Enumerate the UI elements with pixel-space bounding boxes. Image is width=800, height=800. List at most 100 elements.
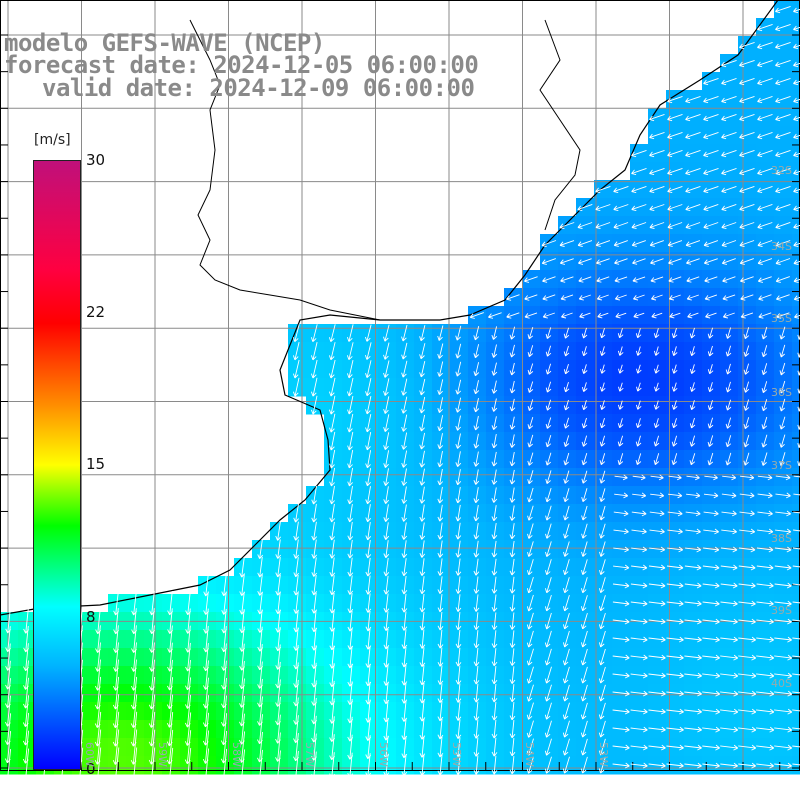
wind-arrow — [725, 345, 732, 357]
wind-arrow — [649, 185, 665, 194]
wind-arrow — [419, 736, 426, 758]
wind-arrow — [455, 325, 462, 341]
wind-arrow — [792, 727, 800, 730]
wind-arrow — [775, 221, 791, 230]
wind-arrow — [774, 618, 792, 625]
wind-arrow — [774, 726, 793, 733]
wind-arrow — [793, 79, 800, 86]
colorbar-tick-8: 8 — [86, 608, 96, 626]
wind-arrow — [347, 431, 354, 451]
wind-arrow — [455, 522, 462, 540]
wind-arrow — [793, 241, 800, 248]
wind-arrow — [775, 23, 791, 32]
wind-arrow — [365, 575, 372, 595]
wind-arrow — [293, 750, 299, 780]
wind-arrow — [347, 575, 354, 595]
wind-arrow — [563, 488, 570, 503]
wind-arrow — [631, 204, 647, 212]
wind-arrow — [509, 505, 516, 521]
wind-arrow — [613, 185, 629, 194]
wind-arrow — [310, 359, 318, 379]
wind-arrow — [506, 294, 520, 301]
lat-label: 38S — [771, 532, 792, 545]
wind-arrow — [648, 672, 666, 679]
lat-label: 39S — [771, 604, 792, 617]
wind-arrow — [648, 600, 666, 607]
wind-arrow — [383, 557, 390, 577]
wind-arrow — [509, 380, 516, 394]
wind-arrow — [401, 378, 408, 396]
wind-arrow — [667, 95, 683, 104]
wind-arrow — [599, 364, 606, 374]
wind-arrow — [598, 702, 606, 720]
lon-label: 54W — [523, 742, 536, 767]
wind-arrow — [667, 240, 683, 247]
colorbar-tick-30: 30 — [86, 151, 106, 169]
wind-arrow — [792, 619, 800, 622]
wind-arrow — [559, 258, 574, 265]
wind-arrow — [598, 630, 606, 648]
wind-arrow — [617, 346, 624, 356]
wind-arrow — [743, 381, 750, 393]
wind-arrow — [761, 416, 768, 430]
wind-arrow — [383, 342, 390, 360]
wind-arrow — [702, 672, 721, 679]
wind-arrow — [757, 77, 773, 86]
wind-arrow — [488, 312, 502, 319]
wind-arrow — [721, 149, 737, 158]
wind-arrow — [721, 240, 737, 247]
wind-arrow — [544, 738, 552, 756]
model-title: modelo GEFS-WAVE (NCEP) — [4, 29, 325, 57]
wind-arrow — [383, 324, 390, 342]
wind-speed-cell — [792, 486, 800, 505]
wind-arrow — [563, 452, 570, 466]
lon-label: 53W — [597, 742, 610, 767]
wind-arrow — [685, 528, 701, 535]
wind-arrow — [365, 504, 372, 523]
wind-arrow — [329, 752, 335, 779]
wind-arrow — [542, 294, 556, 301]
wind-arrow — [256, 749, 263, 781]
wind-arrow — [527, 541, 534, 557]
wind-arrow — [473, 469, 480, 485]
wind-arrow — [774, 672, 793, 679]
wind-arrow — [648, 618, 666, 625]
wind-arrow — [581, 470, 588, 484]
wind-arrow — [721, 258, 736, 265]
wind-arrow — [599, 327, 606, 339]
wind-arrow — [635, 400, 642, 410]
wind-arrow — [757, 276, 772, 283]
wind-arrow — [437, 665, 444, 685]
wind-arrow — [720, 672, 739, 679]
wind-arrow — [666, 690, 684, 697]
wind-arrow — [419, 647, 426, 667]
wind-arrow — [630, 744, 648, 751]
wind-arrow — [721, 167, 737, 176]
wind-arrow — [703, 546, 720, 553]
wind-arrow — [524, 294, 538, 301]
wind-arrow — [580, 595, 588, 612]
wind-arrow — [684, 564, 702, 571]
wind-arrow — [562, 756, 570, 774]
wind-arrow — [166, 747, 174, 783]
wind-arrow — [793, 115, 800, 122]
wind-arrow — [509, 684, 516, 703]
wind-arrow — [383, 611, 390, 631]
wind-speed-cell — [792, 684, 800, 703]
wind-arrow — [613, 222, 629, 229]
wind-arrow — [455, 576, 462, 594]
wind-arrow — [545, 452, 552, 466]
wind-arrow — [419, 576, 426, 595]
wind-arrow — [653, 453, 660, 466]
wind-arrow — [473, 344, 480, 359]
wind-arrow — [649, 240, 664, 247]
wind-arrow — [4, 749, 12, 782]
wind-arrow — [666, 708, 684, 715]
wind-arrow — [738, 636, 756, 643]
wind-arrow — [666, 654, 684, 661]
wind-arrow — [599, 417, 606, 429]
wind-arrow — [632, 474, 646, 481]
wind-arrow — [580, 684, 588, 702]
wind-arrow — [774, 600, 792, 607]
wind-arrow — [738, 618, 756, 625]
